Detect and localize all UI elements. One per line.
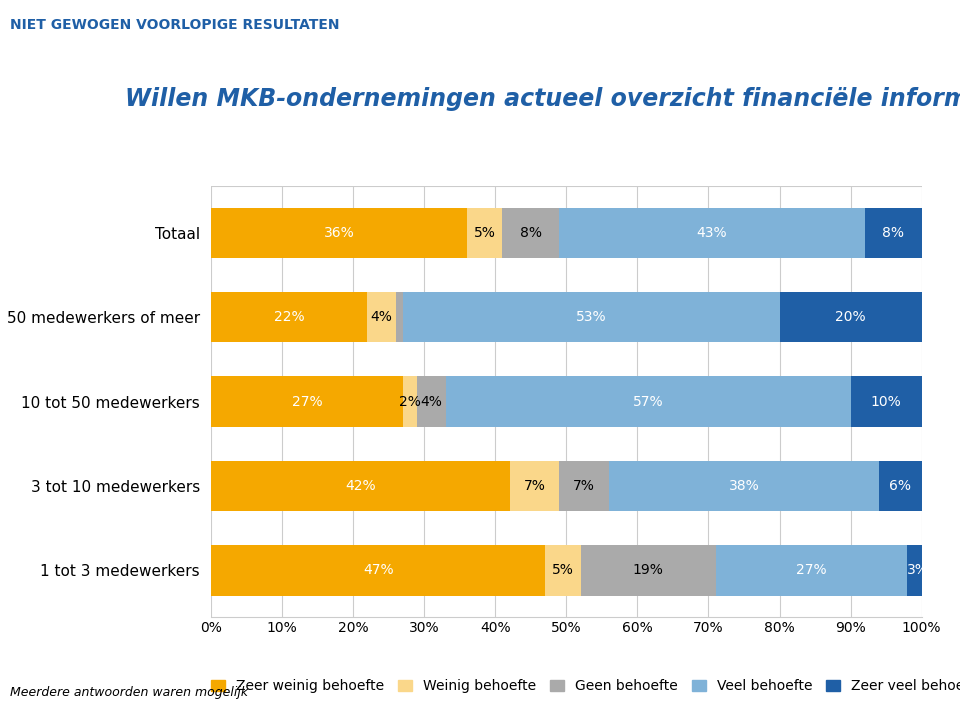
Text: 4%: 4% (420, 394, 443, 409)
Text: 42%: 42% (345, 479, 375, 493)
Text: Willen MKB-ondernemingen actueel overzicht financiële informatie?: Willen MKB-ondernemingen actueel overzic… (125, 87, 960, 111)
Text: 3%: 3% (907, 564, 929, 577)
Bar (581, 545, 715, 596)
Bar (211, 376, 403, 427)
Text: 10%: 10% (871, 394, 901, 409)
Bar (502, 207, 560, 258)
Bar (510, 460, 560, 511)
Text: 8%: 8% (882, 226, 904, 239)
Text: 7%: 7% (523, 479, 545, 493)
Text: 5%: 5% (474, 226, 495, 239)
Text: NIET GEWOGEN VOORLOPIGE RESULTATEN: NIET GEWOGEN VOORLOPIGE RESULTATEN (10, 18, 339, 32)
Bar (418, 376, 445, 427)
Bar (211, 207, 467, 258)
Text: 53%: 53% (576, 310, 607, 324)
Text: 20%: 20% (835, 310, 866, 324)
Text: 38%: 38% (729, 479, 759, 493)
Text: 2%: 2% (399, 394, 421, 409)
Bar (403, 292, 780, 343)
Text: Meerdere antwoorden waren mogelijk: Meerdere antwoorden waren mogelijk (10, 686, 248, 699)
Legend: Zeer weinig behoefte, Weinig behoefte, Geen behoefte, Veel behoefte, Zeer veel b: Zeer weinig behoefte, Weinig behoefte, G… (211, 680, 960, 693)
Bar (560, 207, 865, 258)
Text: 43%: 43% (697, 226, 728, 239)
Text: 22%: 22% (274, 310, 304, 324)
Bar (609, 460, 879, 511)
Bar (396, 292, 403, 343)
Bar (907, 545, 928, 596)
Bar (780, 292, 922, 343)
Text: 27%: 27% (292, 394, 323, 409)
Bar (445, 376, 851, 427)
Text: 8%: 8% (520, 226, 541, 239)
Bar (560, 460, 609, 511)
Bar (211, 292, 368, 343)
Text: 19%: 19% (633, 564, 663, 577)
Text: 47%: 47% (363, 564, 394, 577)
Bar (545, 545, 581, 596)
Text: 36%: 36% (324, 226, 354, 239)
Bar (879, 460, 922, 511)
Text: 57%: 57% (633, 394, 663, 409)
Text: 7%: 7% (573, 479, 595, 493)
Bar (715, 545, 907, 596)
Text: 5%: 5% (552, 564, 574, 577)
Bar (368, 292, 396, 343)
Text: 6%: 6% (889, 479, 911, 493)
Bar (851, 376, 922, 427)
Bar (211, 460, 510, 511)
Bar (211, 545, 545, 596)
Bar (467, 207, 502, 258)
Text: 27%: 27% (796, 564, 827, 577)
Text: 4%: 4% (371, 310, 393, 324)
Bar (403, 376, 418, 427)
Bar (865, 207, 922, 258)
